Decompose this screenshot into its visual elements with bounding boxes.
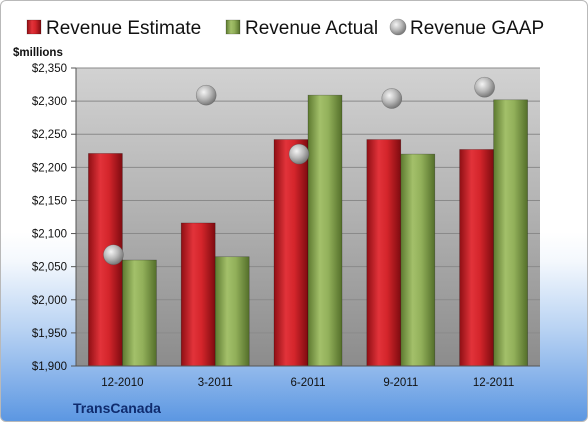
y-tick-label: $2,300 [32, 96, 67, 108]
x-tick-label: 3-2011 [198, 377, 233, 389]
bars [88, 94, 528, 367]
legend-label: Revenue GAAP [410, 18, 544, 39]
bar-revenue-actual [122, 259, 157, 367]
y-tick-label: $1,950 [32, 328, 67, 340]
marker-revenue-gaap [381, 88, 403, 109]
marker-revenue-gaap [103, 244, 124, 266]
bar-revenue-actual [307, 94, 343, 367]
y-tick-label: $2,100 [32, 229, 67, 241]
y-tick-label: $2,050 [32, 262, 67, 274]
legend-label: Revenue Actual [245, 18, 378, 39]
x-tick-label: 6-2011 [291, 377, 326, 389]
bar-revenue-actual [493, 99, 528, 367]
x-tick-label: 12-2010 [101, 377, 143, 389]
legend-swatch-gaap [389, 18, 407, 36]
y-tick-label: $2,250 [32, 129, 67, 141]
x-tick-label: 9-2011 [383, 377, 418, 389]
marker-revenue-gaap [195, 84, 217, 106]
bar-revenue-estimate [273, 139, 309, 367]
bar-revenue-estimate [180, 222, 216, 367]
company-name: TransCanada [73, 400, 161, 416]
x-tick-label: 12-2011 [473, 377, 514, 389]
bar-revenue-actual [214, 256, 250, 367]
legend-swatch-estimate [26, 19, 42, 35]
y-tick-label: $2,000 [32, 295, 67, 307]
axes: $1,900 $1,950 $2,000 $2,050 $2,100 $2,150 $2,2… [32, 63, 540, 389]
bar-revenue-actual [400, 153, 436, 367]
legend: Revenue Estimate Revenue Actual Revenue GA… [26, 18, 544, 39]
y-axis-unit-label: $millions [13, 47, 63, 59]
legend-label: Revenue Estimate [46, 18, 201, 39]
gaap-markers [103, 76, 495, 266]
y-tick-label: $1,900 [32, 361, 67, 373]
legend-swatch-actual [225, 19, 241, 35]
bar-revenue-estimate [366, 139, 402, 367]
bar-revenue-estimate [459, 149, 494, 367]
marker-revenue-gaap [474, 76, 495, 98]
y-tick-label: $2,350 [32, 63, 67, 75]
y-tick-label: $2,150 [32, 195, 67, 207]
marker-revenue-gaap [288, 143, 310, 165]
y-tick-label: $2,200 [32, 162, 67, 174]
